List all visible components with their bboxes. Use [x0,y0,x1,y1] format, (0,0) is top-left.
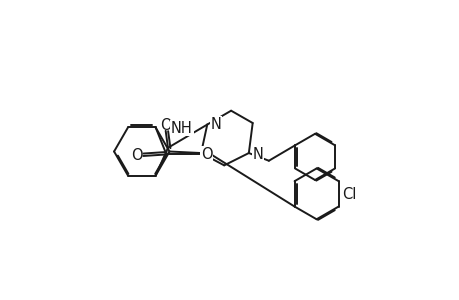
Text: O: O [200,147,212,162]
Text: N: N [252,147,263,162]
Text: N: N [210,117,221,132]
Text: O: O [160,118,171,133]
Text: Cl: Cl [341,187,355,202]
Text: NH: NH [171,121,192,136]
Text: O: O [131,148,143,164]
